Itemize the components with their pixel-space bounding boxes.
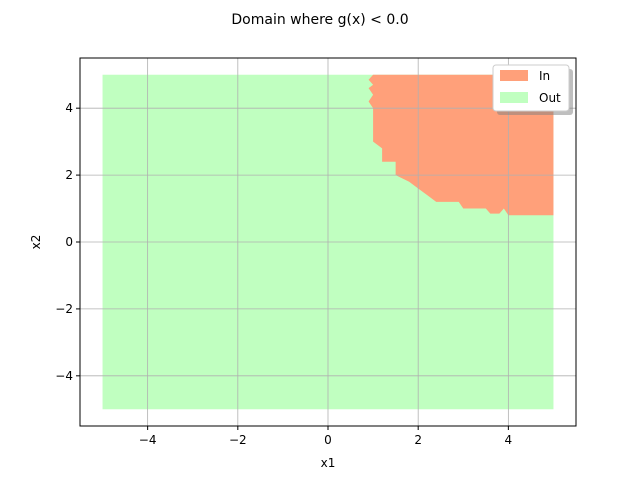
legend-swatch-out	[500, 92, 528, 103]
x-axis-label: x1	[321, 456, 336, 470]
x-axis-ticks: −4 −2 0 2 4	[139, 426, 512, 447]
x-tick-label: −4	[139, 433, 157, 447]
plot-area: −4 −2 0 2 4 −4 −2 0 2 4	[55, 57, 577, 447]
x-tick-label: −2	[229, 433, 247, 447]
y-tick-label: −2	[55, 302, 73, 316]
legend: In Out	[492, 64, 573, 115]
y-axis-label: x2	[29, 235, 43, 250]
x-tick-label: 2	[414, 433, 422, 447]
x-tick-label: 0	[324, 433, 332, 447]
legend-label-in: In	[539, 69, 550, 83]
y-axis-ticks: −4 −2 0 2 4	[55, 101, 80, 383]
y-tick-label: 2	[65, 168, 73, 182]
y-tick-label: 0	[65, 235, 73, 249]
y-tick-label: −4	[55, 369, 73, 383]
y-tick-label: 4	[65, 101, 73, 115]
grid-lines	[80, 58, 576, 426]
chart-title: Domain where g(x) < 0.0	[231, 12, 408, 28]
legend-swatch-in	[500, 70, 528, 81]
x-tick-label: 4	[505, 433, 513, 447]
legend-label-out: Out	[539, 91, 561, 105]
